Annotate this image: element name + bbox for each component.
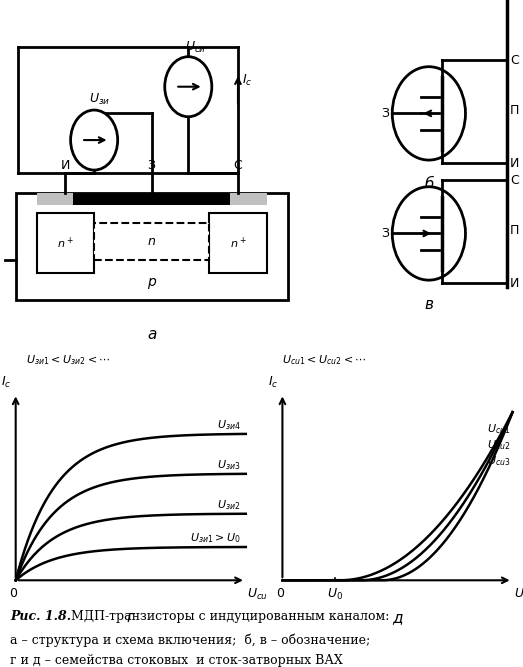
- Text: З: З: [147, 159, 156, 172]
- Text: $U_{\mathit{зи1}} < U_{\mathit{зи2}} < \cdots$: $U_{\mathit{зи1}} < U_{\mathit{зи2}} < \…: [26, 353, 110, 367]
- Text: $U_0$: $U_0$: [327, 587, 343, 602]
- Text: З: З: [382, 227, 390, 240]
- Text: $U_{cu}$: $U_{cu}$: [247, 587, 268, 602]
- Text: $U_{\mathit{си}}$: $U_{\mathit{си}}$: [186, 39, 207, 55]
- Text: $U_{\mathit{зи1}} > U_0$: $U_{\mathit{зи1}} > U_0$: [190, 531, 241, 545]
- Text: д: д: [392, 610, 403, 625]
- Text: Рис. 1.8.: Рис. 1.8.: [10, 610, 72, 623]
- Text: $U_{\mathit{зи}}$: $U_{\mathit{зи}}$: [514, 587, 523, 602]
- Text: С: С: [510, 173, 519, 187]
- Circle shape: [165, 57, 212, 117]
- Text: 0: 0: [276, 587, 284, 600]
- Text: $U_{\mathit{зи2}}$: $U_{\mathit{зи2}}$: [217, 498, 241, 512]
- Text: $U_{\mathit{cu3}}$: $U_{\mathit{cu3}}$: [487, 454, 511, 468]
- Text: 0: 0: [9, 587, 17, 600]
- Text: $n^+$: $n^+$: [57, 236, 74, 251]
- Text: И: И: [61, 159, 70, 172]
- Text: И: И: [510, 157, 519, 170]
- Text: $U_{\mathit{cu2}}$: $U_{\mathit{cu2}}$: [487, 438, 511, 452]
- Text: $U_{\mathit{зи}}$: $U_{\mathit{зи}}$: [89, 91, 110, 107]
- Text: П: П: [510, 223, 519, 237]
- Text: а – структура и схема включения;  б, в – обозначение;: а – структура и схема включения; б, в – …: [10, 634, 371, 647]
- Text: И: И: [510, 277, 519, 290]
- Text: б: б: [424, 177, 434, 191]
- Circle shape: [71, 110, 118, 170]
- Text: в: в: [424, 297, 434, 311]
- Text: а: а: [147, 327, 156, 342]
- Bar: [16, 193, 288, 300]
- Text: $U_{\mathit{cu1}} < U_{\mathit{cu2}} < \cdots$: $U_{\mathit{cu1}} < U_{\mathit{cu2}} < \…: [282, 353, 367, 367]
- Text: $U_{\mathit{cu1}}$: $U_{\mathit{cu1}}$: [487, 422, 511, 436]
- Bar: [94, 223, 209, 260]
- Text: $I_c$: $I_c$: [242, 73, 253, 87]
- Text: г и д – семейства стоковых  и сток-затворных ВАХ: г и д – семейства стоковых и сток-затвор…: [10, 654, 343, 666]
- Circle shape: [392, 67, 465, 160]
- Bar: [73, 193, 230, 205]
- Text: $U_{\mathit{зи3}}$: $U_{\mathit{зи3}}$: [217, 458, 241, 472]
- Circle shape: [392, 187, 465, 280]
- Text: З: З: [382, 107, 390, 120]
- Text: С: С: [510, 53, 519, 67]
- Text: $U_{\mathit{зи4}}$: $U_{\mathit{зи4}}$: [217, 418, 241, 432]
- Text: $n^+$: $n^+$: [230, 236, 246, 251]
- Text: С: С: [234, 159, 242, 172]
- Text: г: г: [127, 610, 135, 625]
- Bar: [37, 193, 267, 205]
- Text: МДП-транзисторы с индуцированным каналом:: МДП-транзисторы с индуцированным каналом…: [71, 610, 389, 623]
- Text: П: П: [510, 103, 519, 117]
- Text: $n$: $n$: [147, 235, 156, 248]
- Text: $p$: $p$: [146, 276, 157, 291]
- Text: $I_c$: $I_c$: [268, 375, 278, 390]
- Bar: [37, 213, 94, 273]
- Bar: [209, 213, 267, 273]
- Text: $I_c$: $I_c$: [1, 375, 12, 390]
